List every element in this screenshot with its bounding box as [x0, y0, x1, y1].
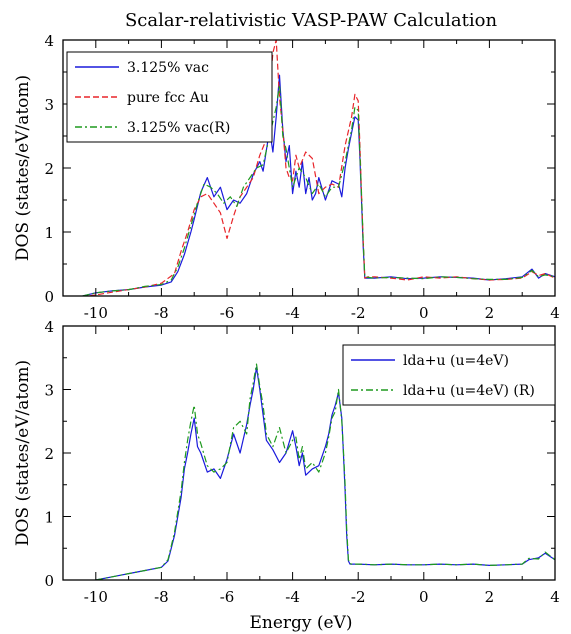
bottom-x-tick-label-6: 2: [485, 588, 495, 606]
top-y-tick-label-4: 4: [44, 32, 54, 50]
top-legend: 3.125% vac pure fcc Au 3.125% vac(R): [66, 51, 273, 143]
bottom-y-tick-label-0: 0: [44, 572, 54, 590]
bottom-legend-label-1: lda+u (u=4eV) (R): [403, 383, 535, 399]
bottom-x-tick-label-4: -2: [351, 588, 366, 606]
bottom-legend: lda+u (u=4eV) lda+u (u=4eV) (R): [342, 344, 556, 406]
bottom-y-axis-label: DOS (states/eV/atom): [13, 360, 33, 546]
top-y-tick-label-0: 0: [44, 288, 54, 306]
bottom-x-tick-label-1: -8: [154, 588, 169, 606]
top-legend-label-0: 3.125% vac: [127, 60, 209, 76]
top-dos-panel: -10 -8 -6 -4 -2 0 2 4 0 1 2 3 4 DOS (states/eV/atom) 3…: [13, 32, 560, 322]
top-x-tick-label-7: 4: [550, 304, 560, 322]
top-y-tick-label-3: 3: [44, 96, 54, 114]
bottom-legend-label-0: lda+u (u=4eV): [403, 353, 509, 369]
top-series-line-2: [82, 84, 555, 296]
bottom-series-line-1: [95, 363, 555, 580]
top-x-tick-label-1: -8: [154, 304, 169, 322]
figure-title: Scalar-relativistic VASP-PAW Calculation: [125, 10, 498, 31]
top-x-tick-label-0: -10: [84, 304, 108, 322]
bottom-y-tick-label-4: 4: [44, 318, 54, 336]
bottom-y-tick-label-1: 1: [44, 509, 54, 527]
top-y-tick-label-1: 1: [44, 224, 54, 242]
bottom-x-tick-label-5: 0: [419, 588, 429, 606]
x-axis-label: Energy (eV): [249, 613, 352, 633]
bottom-x-tick-label-0: -10: [84, 588, 108, 606]
bottom-dos-panel: -10 -8 -6 -4 -2 0 2 4 0 1 2 3 4 DOS (states/eV/atom) l…: [13, 318, 560, 606]
top-legend-label-1: pure fcc Au: [127, 90, 209, 106]
bottom-x-tick-label-7: 4: [550, 588, 560, 606]
top-x-tick-label-5: 0: [419, 304, 429, 322]
bottom-y-tick-label-2: 2: [44, 445, 54, 463]
bottom-x-tick-label-3: -4: [285, 588, 300, 606]
top-legend-label-2: 3.125% vac(R): [127, 120, 230, 136]
top-series-line-0: [82, 74, 555, 296]
bottom-y-tick-label-3: 3: [44, 382, 54, 400]
top-x-tick-label-6: 2: [485, 304, 495, 322]
bottom-x-tick-label-2: -6: [220, 588, 235, 606]
top-y-tick-label-2: 2: [44, 160, 54, 178]
top-x-tick-label-4: -2: [351, 304, 366, 322]
top-y-axis-label: DOS (states/eV/atom): [13, 75, 33, 261]
top-x-tick-label-3: -4: [285, 304, 300, 322]
top-x-tick-label-2: -6: [220, 304, 235, 322]
